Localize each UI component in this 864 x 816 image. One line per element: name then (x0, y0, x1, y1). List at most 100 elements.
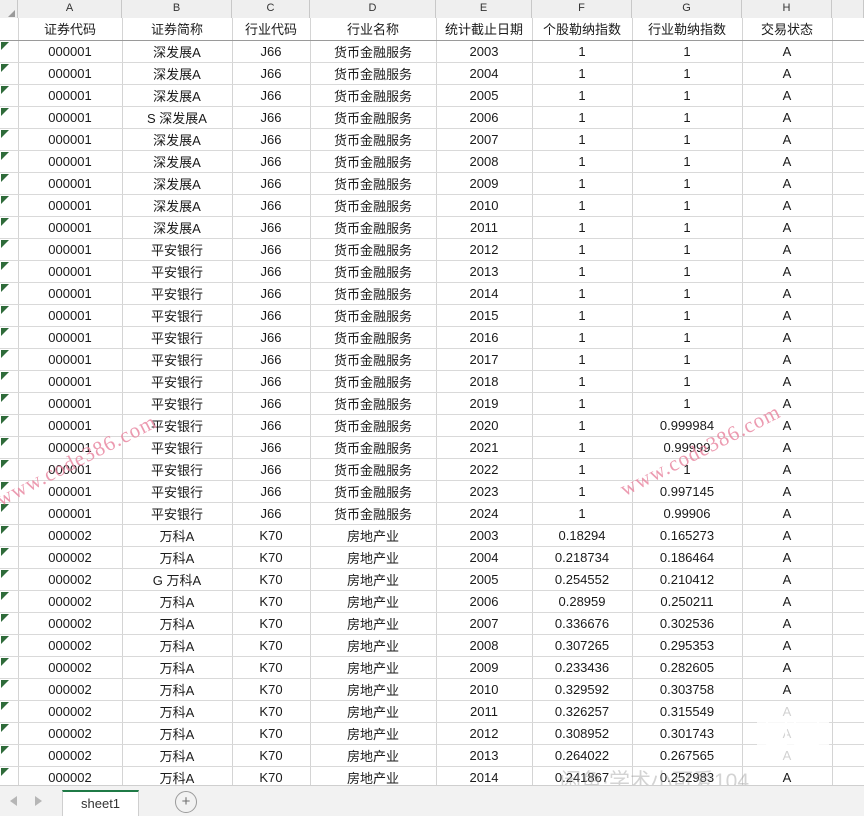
cell-H29[interactable]: A (742, 634, 833, 657)
cell-F15[interactable]: 1 (532, 326, 633, 349)
cell-F18[interactable]: 1 (532, 392, 633, 415)
cell-A27[interactable]: 000002 (18, 590, 123, 613)
cell-C8[interactable]: J66 (232, 172, 311, 195)
cell-A2[interactable]: 000001 (18, 40, 123, 63)
cell-I28[interactable] (832, 612, 864, 635)
cell-I9[interactable] (832, 194, 864, 217)
error-flag-icon[interactable] (0, 238, 19, 261)
cell-H15[interactable]: A (742, 326, 833, 349)
error-flag-icon[interactable] (0, 612, 19, 635)
cell-B25[interactable]: 万科A (122, 546, 233, 569)
cell-D3[interactable]: 货币金融服务 (310, 62, 437, 85)
cell-A7[interactable]: 000001 (18, 150, 123, 173)
table-row[interactable]: 000001 平安银行 J66 货币金融服务 2022 1 1 A (0, 458, 864, 481)
cell-E6[interactable]: 2007 (436, 128, 533, 151)
column-header-a[interactable]: A (18, 0, 122, 18)
cell-B2[interactable]: 深发展A (122, 40, 233, 63)
cell-C22[interactable]: J66 (232, 480, 311, 503)
error-flag-icon[interactable] (0, 678, 19, 701)
cell-E17[interactable]: 2018 (436, 370, 533, 393)
cell-F2[interactable]: 1 (532, 40, 633, 63)
cell-B5[interactable]: S 深发展A (122, 106, 233, 129)
cell-C7[interactable]: J66 (232, 150, 311, 173)
table-row[interactable]: 000001 平安银行 J66 货币金融服务 2018 1 1 A (0, 370, 864, 393)
cell-D26[interactable]: 房地产业 (310, 568, 437, 591)
cell-H35[interactable]: A (742, 766, 833, 785)
cell-G15[interactable]: 1 (632, 326, 743, 349)
cell-A21[interactable]: 000001 (18, 458, 123, 481)
table-row[interactable]: 000001 深发展A J66 货币金融服务 2003 1 1 A (0, 40, 864, 63)
cell-B6[interactable]: 深发展A (122, 128, 233, 151)
table-row[interactable]: 000001 平安银行 J66 货币金融服务 2014 1 1 A (0, 282, 864, 305)
cell-C14[interactable]: J66 (232, 304, 311, 327)
cell-G3[interactable]: 1 (632, 62, 743, 85)
cell-E35[interactable]: 2014 (436, 766, 533, 785)
error-flag-icon[interactable] (0, 700, 19, 723)
cell-D13[interactable]: 货币金融服务 (310, 282, 437, 305)
cell-B10[interactable]: 深发展A (122, 216, 233, 239)
cell-E24[interactable]: 2003 (436, 524, 533, 547)
error-flag-icon[interactable] (0, 216, 19, 239)
cell-H19[interactable]: A (742, 414, 833, 437)
table-row[interactable]: 000001 平安银行 J66 货币金融服务 2017 1 1 A (0, 348, 864, 371)
cell-D31[interactable]: 房地产业 (310, 678, 437, 701)
cell-I30[interactable] (832, 656, 864, 679)
cell-D2[interactable]: 货币金融服务 (310, 40, 437, 63)
cell-D6[interactable]: 货币金融服务 (310, 128, 437, 151)
cell-H14[interactable]: A (742, 304, 833, 327)
cell-A6[interactable]: 000001 (18, 128, 123, 151)
cell-I21[interactable] (832, 458, 864, 481)
cell-D10[interactable]: 货币金融服务 (310, 216, 437, 239)
cell-B9[interactable]: 深发展A (122, 194, 233, 217)
error-flag-icon[interactable] (0, 744, 19, 767)
cell-C5[interactable]: J66 (232, 106, 311, 129)
cell-B4[interactable]: 深发展A (122, 84, 233, 107)
cell-B3[interactable]: 深发展A (122, 62, 233, 85)
cell-D4[interactable]: 货币金融服务 (310, 84, 437, 107)
cell-I3[interactable] (832, 62, 864, 85)
cell-E4[interactable]: 2005 (436, 84, 533, 107)
cell-I14[interactable] (832, 304, 864, 327)
error-flag-icon[interactable] (0, 40, 19, 63)
cell-F11[interactable]: 1 (532, 238, 633, 261)
cell-C33[interactable]: K70 (232, 722, 311, 745)
cell-D14[interactable]: 货币金融服务 (310, 304, 437, 327)
cell-A9[interactable]: 000001 (18, 194, 123, 217)
cell-C16[interactable]: J66 (232, 348, 311, 371)
error-flag-icon[interactable] (0, 392, 19, 415)
error-flag-icon[interactable] (0, 546, 19, 569)
table-row[interactable]: 000002 万科A K70 房地产业 2007 0.336676 0.302536 A (0, 612, 864, 635)
table-row[interactable]: 000002 G 万科A K70 房地产业 2005 0.254552 0.210412 A (0, 568, 864, 591)
cell-E19[interactable]: 2020 (436, 414, 533, 437)
cell-I23[interactable] (832, 502, 864, 525)
cell-F3[interactable]: 1 (532, 62, 633, 85)
cell-F24[interactable]: 0.18294 (532, 524, 633, 547)
cell-B8[interactable]: 深发展A (122, 172, 233, 195)
cell-C6[interactable]: J66 (232, 128, 311, 151)
cell-A29[interactable]: 000002 (18, 634, 123, 657)
cell-E30[interactable]: 2009 (436, 656, 533, 679)
cell-H12[interactable]: A (742, 260, 833, 283)
cell-F7[interactable]: 1 (532, 150, 633, 173)
cell-F27[interactable]: 0.28959 (532, 590, 633, 613)
cell-H11[interactable]: A (742, 238, 833, 261)
cell-E27[interactable]: 2006 (436, 590, 533, 613)
cell-E2[interactable]: 2003 (436, 40, 533, 63)
cell-A12[interactable]: 000001 (18, 260, 123, 283)
cell-I2[interactable] (832, 40, 864, 63)
cell-E3[interactable]: 2004 (436, 62, 533, 85)
select-all-corner[interactable] (0, 0, 18, 18)
error-flag-icon[interactable] (0, 414, 19, 437)
cell-E28[interactable]: 2007 (436, 612, 533, 635)
cell-C11[interactable]: J66 (232, 238, 311, 261)
cell-C23[interactable]: J66 (232, 502, 311, 525)
cell-I20[interactable] (832, 436, 864, 459)
cell-H10[interactable]: A (742, 216, 833, 239)
cell-A22[interactable]: 000001 (18, 480, 123, 503)
cell-C32[interactable]: K70 (232, 700, 311, 723)
cell-D20[interactable]: 货币金融服务 (310, 436, 437, 459)
error-flag-icon[interactable] (0, 656, 19, 679)
cell-H28[interactable]: A (742, 612, 833, 635)
cell-F12[interactable]: 1 (532, 260, 633, 283)
cell-B18[interactable]: 平安银行 (122, 392, 233, 415)
